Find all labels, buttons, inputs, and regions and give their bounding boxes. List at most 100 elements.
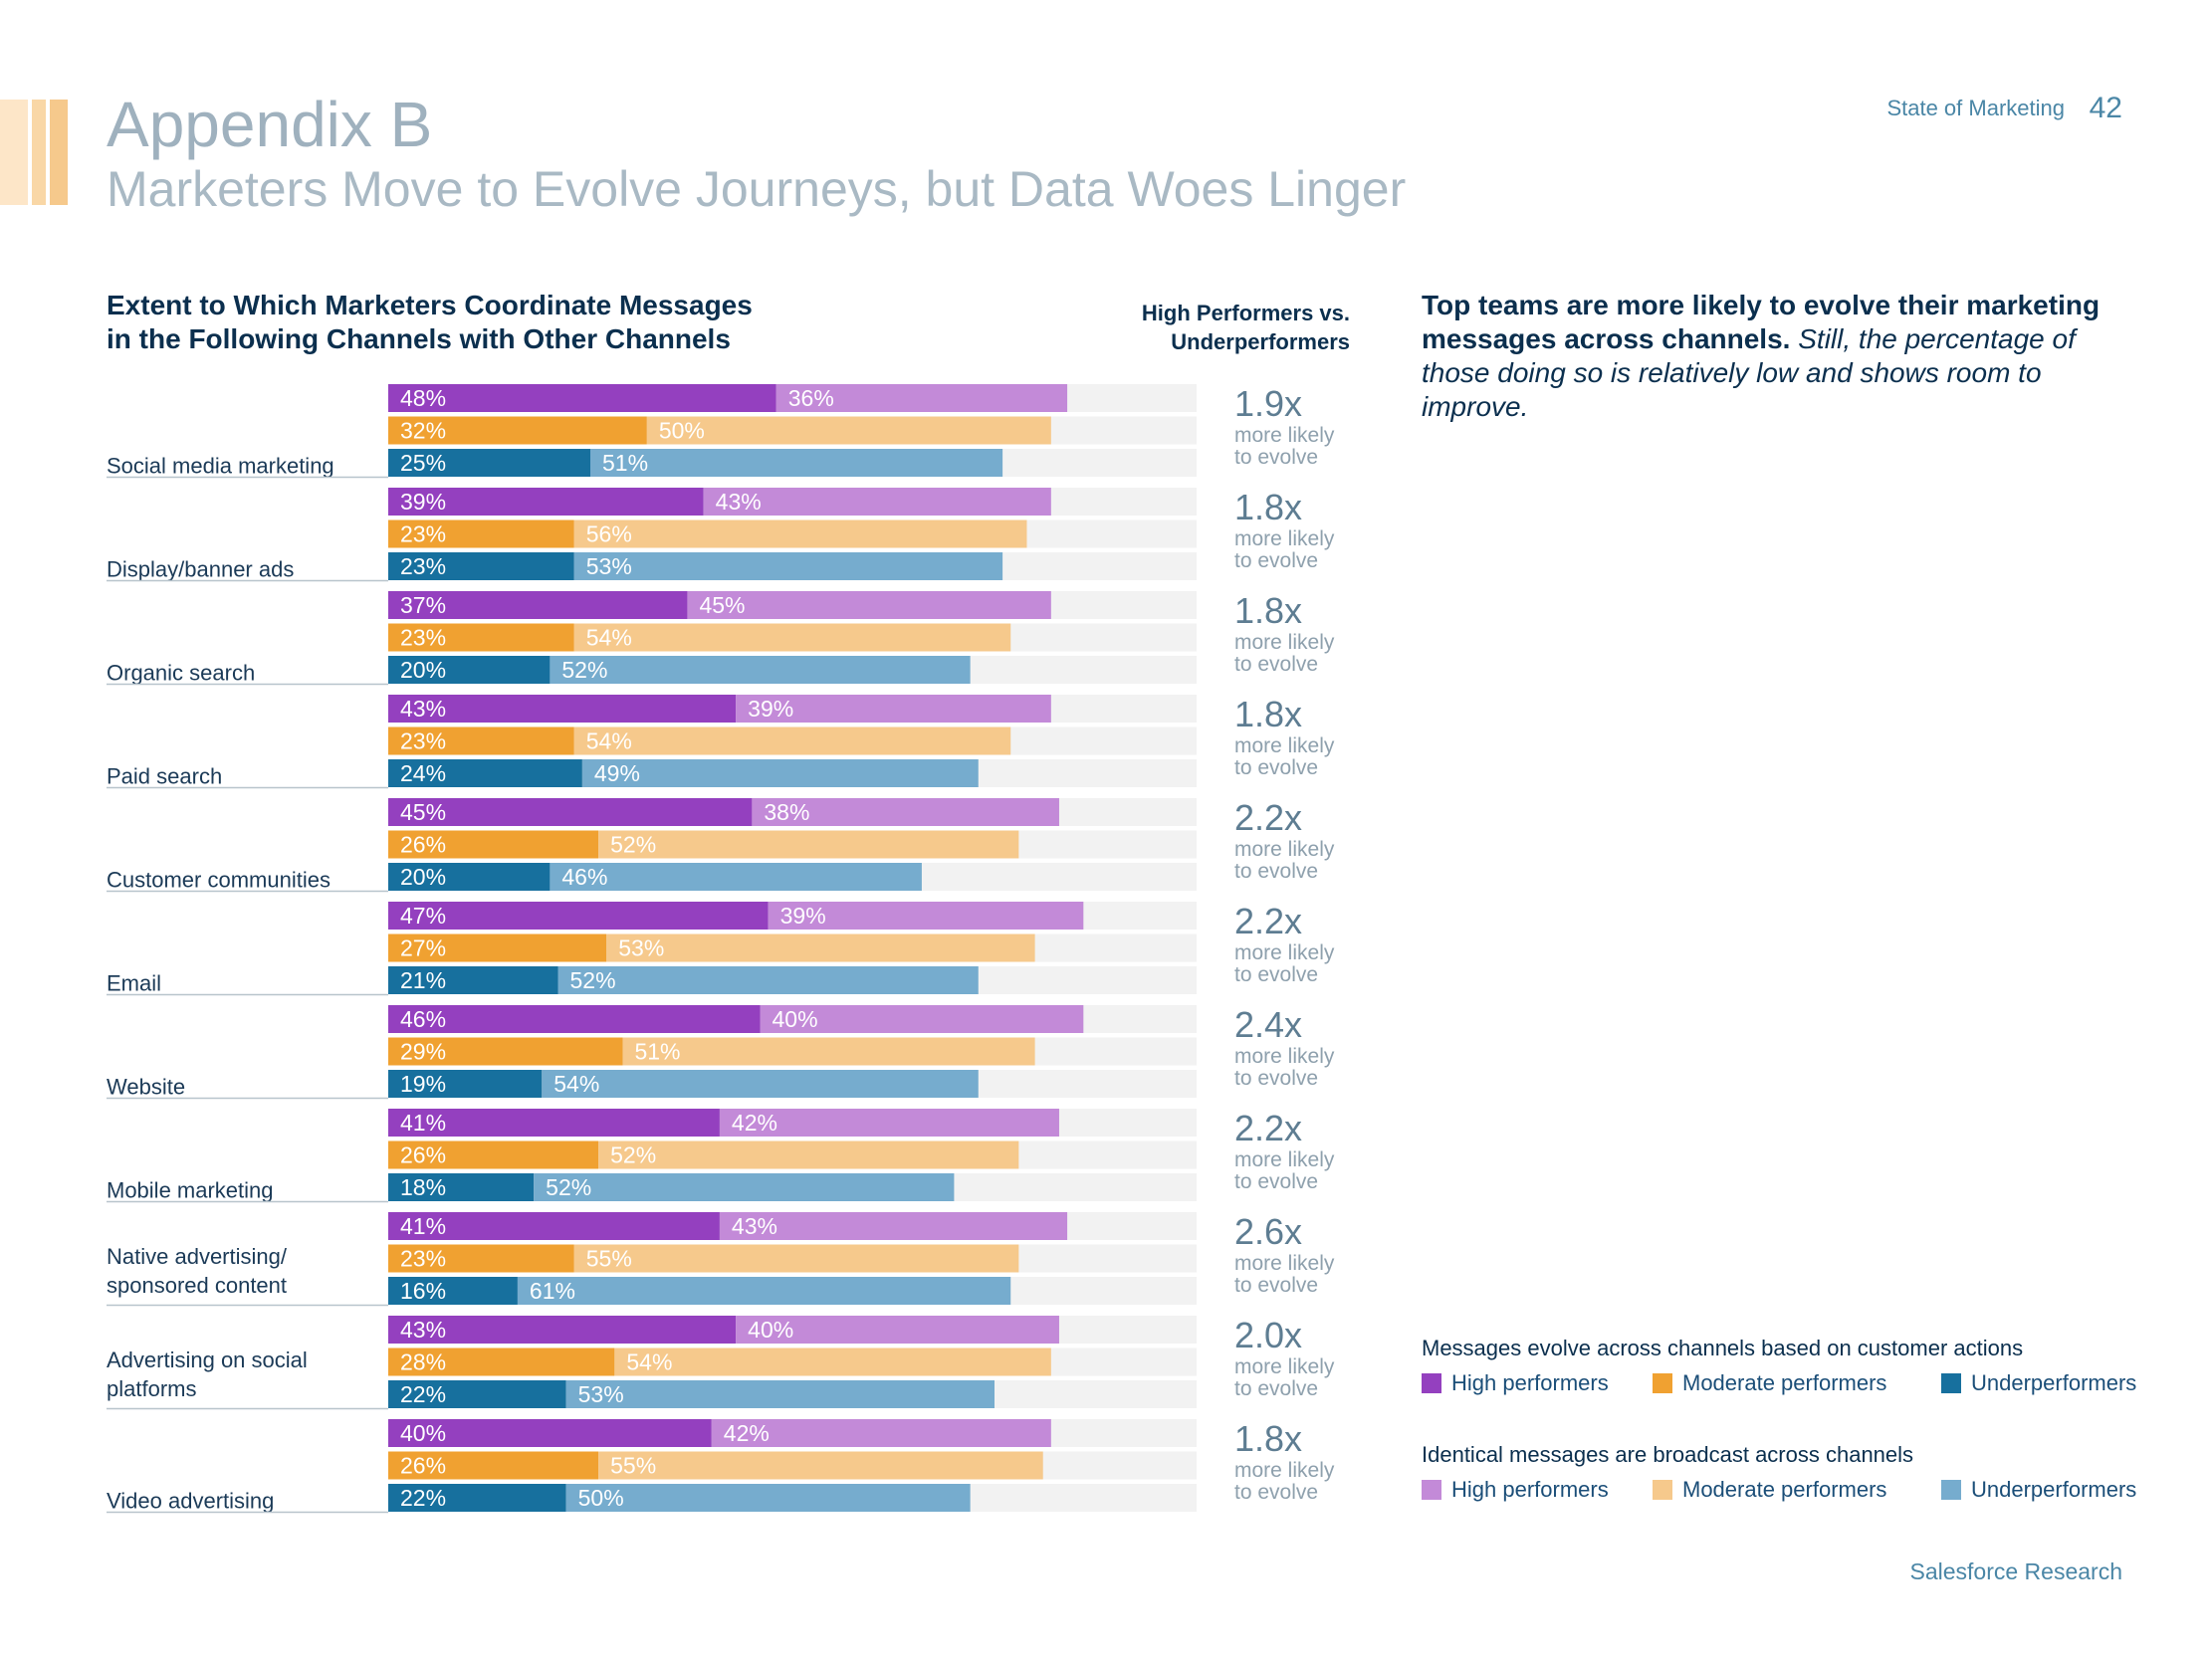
bar-high-evolve (388, 384, 776, 412)
data-label-high-evolve: 40% (400, 1420, 446, 1446)
legend-label: Moderate performers (1682, 1370, 1887, 1395)
bar-moderate-evolve (388, 1037, 623, 1066)
bar-high-evolve (388, 902, 769, 930)
data-label-high-identical: 43% (732, 1213, 777, 1239)
data-label-high-evolve: 37% (400, 592, 446, 618)
multiplier-value: 2.2x (1234, 797, 1302, 838)
multiplier-caption-line1: more likely (1234, 941, 1335, 964)
bar-moderate-evolve (388, 830, 599, 859)
bar-under-evolve (388, 449, 590, 477)
category-label: Social media marketing (107, 454, 334, 479)
bar-under-evolve (388, 1070, 543, 1098)
data-label-high-evolve: 48% (400, 385, 446, 411)
data-label-under-identical: 54% (553, 1071, 599, 1097)
legend-label: High performers (1451, 1370, 1609, 1395)
data-label-under-identical: 51% (602, 450, 648, 476)
legend-swatch (1422, 1373, 1441, 1393)
comparison-header-line1: High Performers vs. (1141, 301, 1350, 325)
bar-moderate-identical (598, 1451, 1043, 1480)
data-label-moderate-identical: 50% (659, 418, 705, 444)
multiplier-caption-line1: more likely (1234, 1355, 1335, 1378)
chart-title-line2: in the Following Channels with Other Cha… (107, 323, 731, 354)
data-label-moderate-identical: 51% (634, 1039, 680, 1065)
header-accent-stripes (0, 100, 68, 205)
legend-swatch (1941, 1480, 1961, 1500)
data-label-under-identical: 50% (578, 1485, 624, 1511)
multiplier-caption-line2: to evolve (1234, 549, 1318, 572)
multiplier-value: 1.8x (1234, 1418, 1302, 1459)
multiplier-caption-line2: to evolve (1234, 1274, 1318, 1297)
report-name: State of Marketing (1886, 96, 2065, 120)
category-label: Native advertising/ (107, 1244, 288, 1269)
legend-identical-title: Identical messages are broadcast across … (1422, 1442, 1914, 1467)
category-label: Paid search (107, 764, 222, 789)
data-label-moderate-evolve: 26% (400, 832, 446, 858)
category-label: Email (107, 971, 161, 996)
bar-moderate-evolve (388, 416, 647, 445)
multiplier-caption-line2: to evolve (1234, 756, 1318, 779)
data-label-under-evolve: 20% (400, 864, 446, 890)
bar-moderate-identical (622, 1037, 1035, 1066)
bar-high-identical (703, 488, 1051, 516)
bar-high-evolve (388, 1316, 737, 1344)
data-label-moderate-evolve: 23% (400, 521, 446, 547)
bar-moderate-evolve (388, 623, 574, 652)
insight-text: Top teams are more likely to evolve thei… (1422, 289, 2118, 424)
multiplier-value: 2.6x (1234, 1211, 1302, 1252)
chart-title: Extent to Which Marketers Coordinate Mes… (107, 289, 753, 356)
multiplier-caption-line1: more likely (1234, 734, 1335, 757)
bar-moderate-identical (573, 1244, 1019, 1273)
legend-evolve-title: Messages evolve across channels based on… (1422, 1336, 2024, 1360)
bar-moderate-evolve (388, 1451, 599, 1480)
multiplier-caption-line2: to evolve (1234, 860, 1318, 883)
insight-bold: Top teams are more likely to evolve thei… (1422, 290, 2101, 354)
multiplier-value: 2.2x (1234, 1108, 1302, 1148)
bar-moderate-identical (646, 416, 1051, 445)
data-label-moderate-identical: 55% (610, 1453, 656, 1479)
multiplier-value: 2.2x (1234, 901, 1302, 941)
bar-under-evolve (388, 966, 558, 994)
bar-under-identical (565, 1484, 971, 1512)
multiplier-caption-line2: to evolve (1234, 653, 1318, 676)
data-label-under-evolve: 22% (400, 1381, 446, 1407)
legend-swatch (1653, 1373, 1672, 1393)
legend-label: High performers (1451, 1477, 1609, 1502)
data-label-under-evolve: 25% (400, 450, 446, 476)
bar-high-identical (719, 1109, 1059, 1137)
bar-moderate-identical (573, 623, 1011, 652)
multiplier-value: 2.0x (1234, 1315, 1302, 1355)
multiplier-caption-line1: more likely (1234, 1252, 1335, 1275)
multiplier-caption-line2: to evolve (1234, 446, 1318, 469)
bar-moderate-identical (573, 519, 1027, 548)
bar-high-evolve (388, 488, 704, 516)
bar-high-identical (775, 384, 1068, 412)
data-label-high-evolve: 41% (400, 1110, 446, 1136)
data-label-under-identical: 53% (586, 553, 632, 579)
category-label: Website (107, 1075, 185, 1100)
bar-high-identical (752, 798, 1059, 826)
bar-high-evolve (388, 1419, 712, 1447)
multiplier-caption-line1: more likely (1234, 1045, 1335, 1068)
bar-moderate-identical (573, 726, 1011, 755)
category-label: sponsored content (107, 1273, 287, 1298)
bar-moderate-identical (606, 933, 1035, 962)
data-label-high-evolve: 41% (400, 1213, 446, 1239)
multiplier-caption-line2: to evolve (1234, 1170, 1318, 1193)
data-label-under-identical: 52% (570, 967, 616, 993)
bar-moderate-identical (598, 830, 1019, 859)
bar-moderate-evolve (388, 726, 574, 755)
bar-moderate-evolve (388, 1348, 615, 1376)
multiplier-caption-line1: more likely (1234, 631, 1335, 654)
data-label-under-identical: 61% (530, 1278, 575, 1304)
bar-moderate-evolve (388, 1244, 574, 1273)
bar-high-evolve (388, 1212, 720, 1240)
legend-evolve-under: Underperformers (1941, 1370, 2136, 1396)
bar-moderate-evolve (388, 933, 607, 962)
category-label: Display/banner ads (107, 557, 294, 582)
data-label-high-evolve: 45% (400, 799, 446, 825)
multiplier-caption-line2: to evolve (1234, 963, 1318, 986)
data-label-under-evolve: 20% (400, 657, 446, 683)
data-label-moderate-evolve: 26% (400, 1453, 446, 1479)
legend-swatch (1422, 1480, 1441, 1500)
category-label: Customer communities (107, 868, 331, 893)
